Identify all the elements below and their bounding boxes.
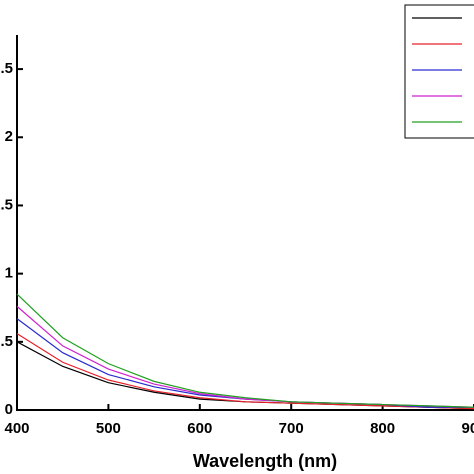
x-tick-label: 700 (279, 420, 304, 437)
y-tick-label: 1.5 (0, 196, 13, 213)
x-axis-title: Wavelength (nm) (193, 451, 337, 471)
legend-box (404, 4, 474, 139)
y-tick-label: 1 (5, 265, 13, 282)
series-line (16, 293, 474, 408)
x-tick-label: 800 (370, 420, 395, 437)
y-tick-label: 0.5 (0, 333, 13, 350)
series-line (16, 333, 474, 410)
y-tick-label: 0 (5, 401, 13, 418)
y-tick-label: 2 (5, 128, 13, 145)
x-tick-label: 500 (96, 420, 121, 437)
series-line (16, 305, 474, 408)
series-line (16, 318, 474, 408)
x-tick-label: 400 (4, 420, 29, 437)
x-tick-label: 600 (187, 420, 212, 437)
x-tick-label: 900 (461, 420, 474, 437)
y-tick-label: 2.5 (0, 60, 13, 77)
